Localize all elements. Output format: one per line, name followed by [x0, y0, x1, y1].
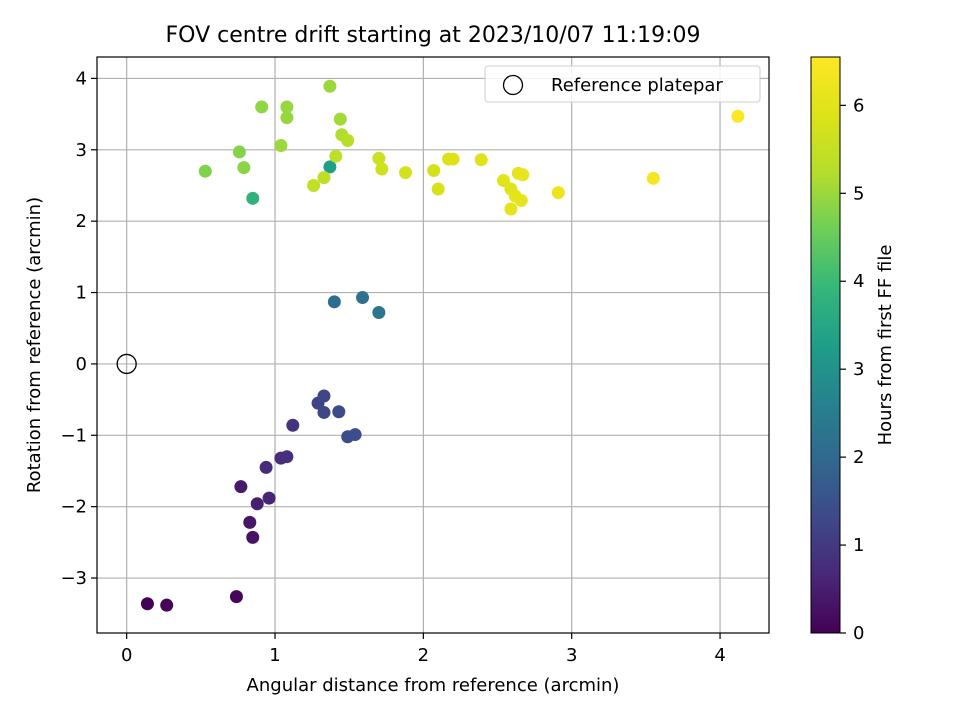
scatter-point	[274, 139, 288, 153]
scatter-point	[317, 405, 331, 419]
scatter-point	[255, 100, 269, 114]
scatter-point	[399, 166, 413, 180]
scatter-point	[323, 160, 337, 174]
colorbar: 0 1 2 3 4 5 6 Hours from first FF file	[810, 56, 896, 644]
scatter-point	[446, 152, 460, 166]
scatter-point	[372, 306, 386, 320]
legend: Reference platepar	[484, 65, 761, 103]
x-tick-label: 4	[714, 645, 725, 666]
scatter-point	[280, 450, 294, 464]
scatter-point	[232, 145, 246, 159]
scatter-point	[329, 149, 343, 163]
colorbar-ticks: 0 1 2 3 4 5 6	[840, 95, 864, 644]
y-tick-label: −2	[60, 497, 87, 518]
colorbar-tick-label: 1	[853, 535, 864, 556]
scatter-point	[286, 418, 300, 432]
scatter-point	[372, 151, 386, 165]
scatter-point	[280, 111, 294, 125]
reference-point	[116, 353, 137, 375]
x-axis-label: Angular distance from reference (arcmin)	[247, 675, 620, 696]
scatter-point	[234, 480, 248, 494]
scatter-point	[341, 134, 355, 148]
scatter-point	[333, 112, 347, 126]
scatter-point	[229, 590, 243, 604]
y-tick-label: 3	[76, 140, 87, 161]
y-tick-label: 4	[76, 68, 87, 89]
y-axis-label: Rotation from reference (arcmin)	[24, 197, 45, 493]
scatter-point	[504, 202, 518, 216]
colorbar-tick-label: 2	[853, 447, 864, 468]
scatter-point	[731, 109, 745, 123]
scatter-point	[246, 191, 260, 205]
scatter-point	[514, 193, 528, 207]
scatter-point	[375, 162, 389, 176]
x-tick-label: 1	[269, 645, 280, 666]
colorbar-tick-label: 3	[853, 359, 864, 380]
scatter-point	[317, 389, 331, 403]
y-tick-label: 0	[76, 354, 87, 375]
chart-title: FOV centre drift starting at 2023/10/07 …	[166, 23, 701, 48]
scatter-point	[348, 428, 362, 442]
scatter-point	[327, 295, 341, 309]
scatter-point	[551, 186, 565, 200]
scatter-point	[237, 161, 251, 175]
scatter-point	[243, 515, 257, 529]
scatter-point	[516, 168, 530, 182]
scatter-point	[246, 530, 260, 544]
scatter-point	[323, 79, 337, 93]
scatter-point	[646, 171, 660, 185]
reference-platepar-marker	[116, 353, 137, 375]
legend-label-reference: Reference platepar	[551, 75, 723, 96]
scatter-point	[259, 460, 273, 474]
scatter-point	[474, 153, 488, 167]
scatter-point	[317, 171, 331, 185]
scatter-point	[427, 163, 441, 177]
colorbar-tick-label: 0	[853, 623, 864, 644]
scatter-point	[262, 491, 276, 505]
x-axis-ticks: 0 1 2 3 4	[121, 633, 726, 666]
scatter-point	[332, 405, 346, 419]
x-tick-label: 0	[121, 645, 132, 666]
y-axis-ticks: −3 −2 −1 0 1 2 3 4	[60, 68, 97, 589]
colorbar-label: Hours from first FF file	[875, 245, 896, 446]
colorbar-gradient	[810, 56, 841, 634]
data-points	[140, 79, 745, 612]
y-tick-label: −3	[60, 568, 87, 589]
scatter-point	[431, 182, 445, 196]
plot-frame	[96, 56, 770, 634]
y-tick-label: −1	[60, 425, 87, 446]
legend-marker-reference	[502, 74, 524, 96]
x-tick-label: 2	[418, 645, 429, 666]
scatter-point	[250, 497, 264, 511]
scatter-point	[307, 178, 321, 192]
scatter-point	[140, 597, 154, 611]
colorbar-tick-label: 5	[853, 183, 864, 204]
colorbar-tick-label: 4	[853, 271, 864, 292]
colorbar-tick-label: 6	[853, 95, 864, 116]
scatter-point	[280, 100, 294, 114]
scatter-point	[356, 291, 370, 305]
scatter-point	[198, 164, 212, 178]
y-tick-label: 2	[76, 211, 87, 232]
scatter-point	[160, 598, 174, 612]
y-tick-label: 1	[76, 283, 87, 304]
x-tick-label: 3	[566, 645, 577, 666]
legend-box	[484, 65, 761, 103]
scatter-point	[496, 173, 510, 187]
grid-lines	[97, 57, 769, 633]
